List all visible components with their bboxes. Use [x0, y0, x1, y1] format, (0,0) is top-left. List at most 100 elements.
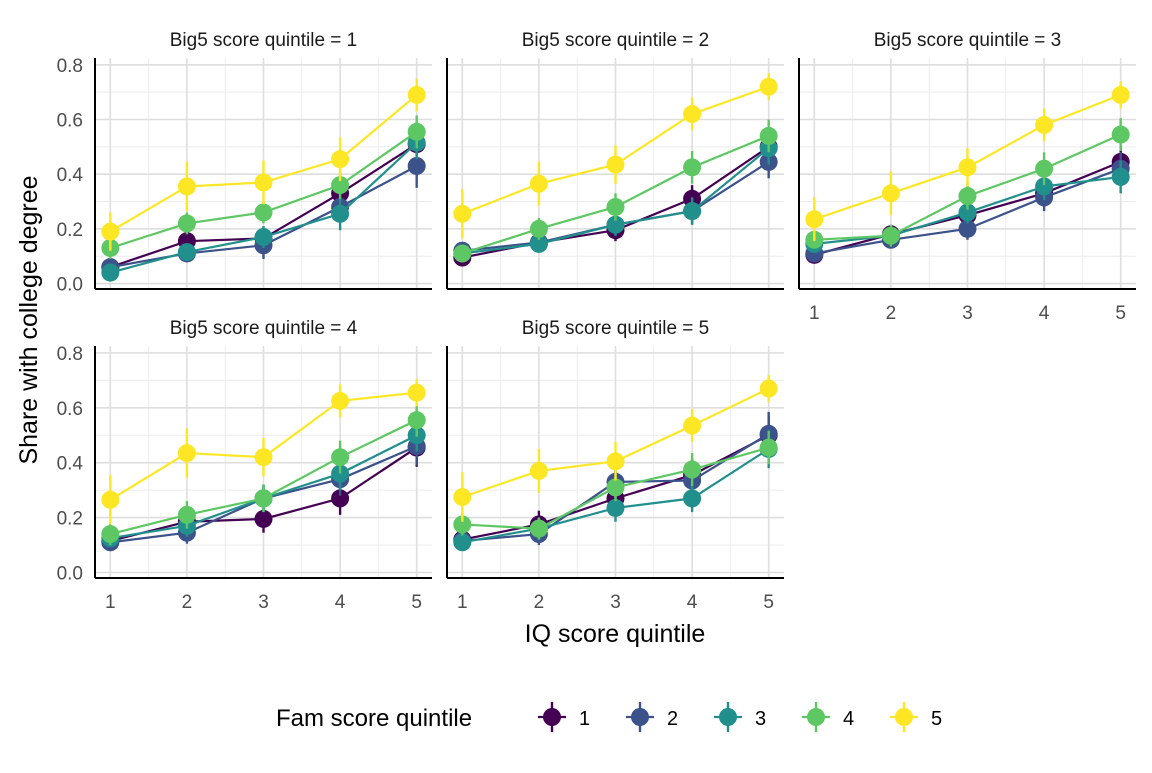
y-tick-label: 0.2 [57, 220, 83, 241]
data-point [453, 515, 472, 534]
data-point [1035, 115, 1054, 134]
data-point [606, 197, 625, 216]
facet-panel-5: Big5 score quintile = 5 1 2 3 4 5 [446, 318, 784, 613]
data-point [407, 156, 426, 175]
data-point [606, 215, 625, 234]
legend-items: 1 2 3 4 5 [538, 702, 942, 732]
data-point [683, 105, 702, 124]
x-tick-label: 2 [886, 303, 897, 324]
data-point [331, 204, 350, 223]
y-tick-label: 0.6 [57, 111, 83, 132]
y-tick-label: 0.6 [57, 399, 83, 420]
x-axis-label: IQ score quintile [525, 620, 706, 648]
series-4 [101, 115, 426, 259]
data-point [958, 187, 977, 206]
data-point [331, 150, 350, 169]
x-tick-label: 5 [763, 592, 774, 613]
legend-label: 2 [667, 708, 678, 730]
data-point [759, 77, 778, 96]
panels-layer: Big5 score quintile = 10.00.20.40.60.8Bi… [57, 30, 1136, 613]
x-tick-label: 5 [411, 592, 422, 613]
data-point [407, 383, 426, 402]
facet-title: Big5 score quintile = 3 [874, 30, 1061, 51]
data-point [606, 478, 625, 497]
x-tick-label: 1 [105, 592, 116, 613]
data-point [254, 448, 273, 467]
x-tick-label: 3 [962, 303, 973, 324]
data-point [177, 177, 196, 196]
data-point [529, 219, 548, 238]
data-point [805, 210, 824, 229]
data-point [683, 202, 702, 221]
legend-item-4: 4 [802, 702, 854, 732]
data-point [177, 214, 196, 233]
y-tick-label: 0.4 [57, 454, 84, 475]
data-point [759, 379, 778, 398]
data-point [881, 226, 900, 245]
facet-panel-4: Big5 score quintile = 4 0.0 0.2 0.4 0.6 0.8 1 2… [57, 318, 432, 613]
data-point [177, 444, 196, 463]
y-tick-label: 0.8 [57, 56, 83, 77]
data-point [101, 525, 120, 544]
data-point [407, 122, 426, 141]
x-tick-label: 2 [182, 592, 193, 613]
x-tick-label: 4 [1039, 303, 1050, 324]
y-tick-label: 0.0 [57, 564, 83, 585]
data-point [254, 509, 273, 528]
data-point [683, 158, 702, 177]
legend: Fam score quintile 1 2 3 4 5 [276, 702, 942, 732]
data-point [331, 391, 350, 410]
data-point [606, 452, 625, 471]
x-tick-label: 2 [534, 592, 545, 613]
legend-key-point [807, 708, 825, 726]
y-tick-label: 0.8 [57, 344, 83, 365]
legend-item-3: 3 [714, 702, 766, 732]
legend-key-point [543, 708, 561, 726]
data-point [1035, 159, 1054, 178]
x-tick-label: 4 [335, 592, 346, 613]
data-point [881, 184, 900, 203]
data-point [254, 203, 273, 222]
facet-panel-2: Big5 score quintile = 2 [446, 30, 784, 290]
facet-panel-3: Big5 score quintile = 3 1 2 3 4 5 [798, 30, 1136, 324]
data-point [453, 204, 472, 223]
legend-label: 4 [843, 708, 854, 730]
data-point [254, 228, 273, 247]
x-tick-label: 3 [258, 592, 269, 613]
data-point [331, 176, 350, 195]
data-point [101, 263, 120, 282]
y-tick-label: 0.2 [57, 509, 83, 530]
data-point [958, 203, 977, 222]
data-point [407, 85, 426, 104]
facet-title: Big5 score quintile = 5 [522, 318, 709, 339]
data-point [453, 488, 472, 507]
x-tick-label: 5 [1115, 303, 1126, 324]
x-tick-label: 1 [457, 592, 468, 613]
gridlines [799, 58, 1136, 289]
y-tick-label: 0.0 [57, 275, 83, 296]
data-point [407, 411, 426, 430]
legend-label: 1 [579, 708, 590, 730]
data-point [683, 489, 702, 508]
data-point [606, 155, 625, 174]
data-point [453, 244, 472, 263]
data-point [529, 174, 548, 193]
series-5 [453, 73, 778, 239]
data-point [759, 126, 778, 145]
legend-item-2: 2 [626, 702, 678, 732]
y-axis-label: Share with college degree [15, 175, 43, 464]
legend-title: Fam score quintile [276, 705, 472, 732]
data-point [453, 533, 472, 552]
facet-title: Big5 score quintile = 2 [522, 30, 709, 51]
data-point [101, 222, 120, 241]
legend-key-point [631, 708, 649, 726]
data-point [529, 234, 548, 253]
data-point [177, 243, 196, 262]
series-4 [453, 119, 778, 263]
data-point [331, 448, 350, 467]
data-point [529, 519, 548, 538]
legend-key-point [895, 708, 913, 726]
series-3 [101, 126, 426, 282]
